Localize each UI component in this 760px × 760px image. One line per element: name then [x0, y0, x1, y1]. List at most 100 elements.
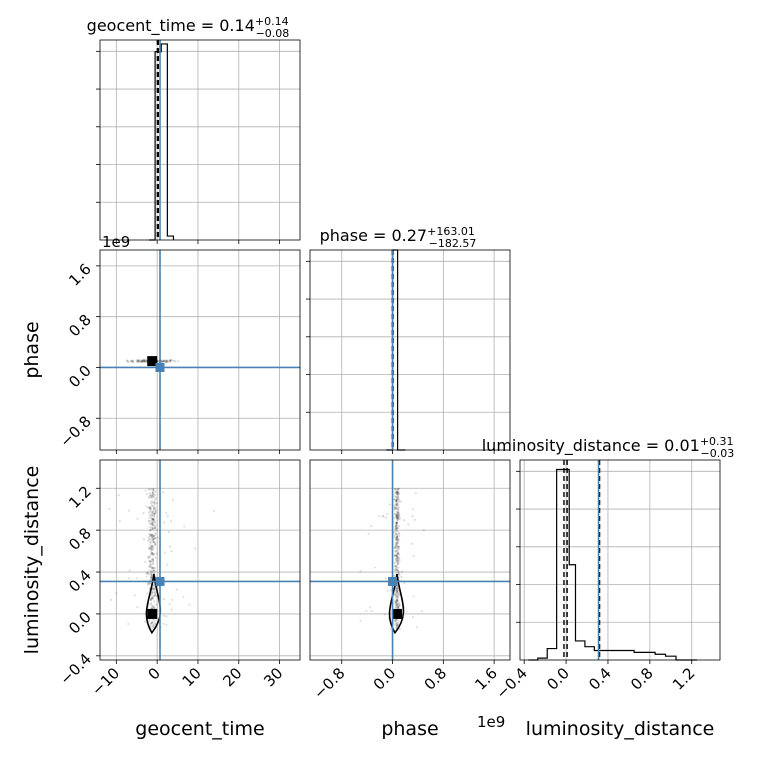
sample-point	[398, 620, 401, 623]
sample-point	[141, 360, 145, 363]
sample-point	[394, 533, 397, 536]
sample-point	[162, 598, 166, 601]
sample-point	[397, 510, 400, 513]
sample-point	[397, 562, 400, 565]
sample-point	[146, 556, 150, 559]
sample-point	[148, 513, 151, 516]
sample-point	[141, 360, 144, 363]
panel-frame	[99, 39, 301, 241]
sample-point	[396, 606, 399, 609]
sample-point	[369, 606, 372, 609]
sample-point	[395, 499, 398, 502]
sample-point	[148, 533, 151, 536]
sample-point	[396, 507, 400, 510]
sample-point	[396, 526, 400, 529]
sample-point	[396, 492, 399, 495]
sample-point	[393, 506, 397, 509]
sample-point	[398, 524, 401, 528]
sample-point	[164, 359, 167, 362]
sample-point	[396, 569, 399, 572]
sample-point	[150, 574, 153, 577]
sample-point	[396, 598, 399, 601]
sample-point	[151, 551, 154, 555]
sample-point	[149, 597, 153, 601]
sample-point	[394, 565, 398, 568]
sample-point	[397, 492, 400, 495]
sample-point	[152, 534, 156, 538]
sample-point	[151, 545, 154, 548]
sample-point	[394, 605, 398, 608]
sample-point	[394, 601, 398, 604]
sample-point	[395, 521, 398, 524]
sample-point	[398, 573, 401, 576]
sample-point	[153, 507, 156, 510]
sample-point	[397, 538, 400, 542]
sample-point	[395, 540, 399, 544]
sample-point	[396, 622, 399, 625]
sample-point	[395, 499, 398, 502]
contour-line	[145, 574, 162, 635]
sample-point	[394, 526, 397, 529]
sample-point	[154, 521, 157, 524]
sample-point	[397, 508, 400, 511]
ytick-label: 0.0	[65, 362, 95, 392]
sample-point	[139, 359, 142, 362]
sample-point	[396, 621, 399, 625]
sample-point	[393, 531, 396, 534]
sample-point	[395, 527, 398, 530]
sample-point	[152, 518, 156, 521]
sample-point	[388, 503, 392, 506]
sample-point	[394, 554, 397, 557]
sample-point	[169, 359, 172, 362]
xtick-label: 0.8	[627, 664, 657, 694]
sample-point	[193, 547, 197, 550]
sample-point	[153, 508, 156, 511]
panel-geocent_time-vs-phase	[96, 249, 301, 454]
sample-point	[149, 598, 152, 601]
sample-point	[142, 538, 146, 541]
sample-point	[161, 491, 164, 494]
sample-point	[397, 604, 401, 607]
sample-point	[149, 502, 153, 505]
sample-point	[148, 564, 151, 567]
sample-point	[400, 570, 404, 573]
sample-point	[150, 523, 153, 526]
sample-point	[165, 624, 168, 627]
sample-point	[149, 510, 152, 513]
sample-point	[152, 596, 155, 599]
sample-point	[395, 503, 398, 507]
sample-point	[397, 545, 400, 548]
sample-point	[395, 523, 398, 526]
sample-point	[395, 501, 398, 504]
sample-point	[151, 596, 154, 600]
sample-point	[395, 491, 398, 494]
sample-point	[152, 518, 155, 521]
sample-point	[152, 512, 155, 515]
sample-point	[394, 604, 397, 607]
sample-point	[396, 498, 399, 501]
sample-point	[396, 491, 399, 494]
sample-point	[153, 607, 156, 610]
sample-point	[150, 496, 153, 499]
sample-point	[136, 360, 139, 364]
sample-point	[395, 506, 398, 509]
sample-point	[396, 539, 400, 542]
sample-point	[129, 359, 133, 363]
sample-point	[151, 535, 154, 539]
sample-point	[397, 487, 400, 491]
sample-point	[396, 606, 400, 609]
sample-point	[148, 526, 152, 529]
sample-point	[149, 542, 152, 545]
sample-point	[395, 554, 398, 557]
sample-point	[152, 537, 155, 540]
sample-point	[141, 358, 145, 361]
sample-point	[149, 622, 152, 625]
sample-point	[395, 618, 399, 622]
sample-point	[153, 570, 156, 573]
sample-point	[394, 620, 397, 623]
sample-point	[164, 359, 167, 362]
sample-point	[150, 576, 153, 580]
sample-point	[149, 563, 152, 566]
sample-point	[152, 572, 155, 575]
